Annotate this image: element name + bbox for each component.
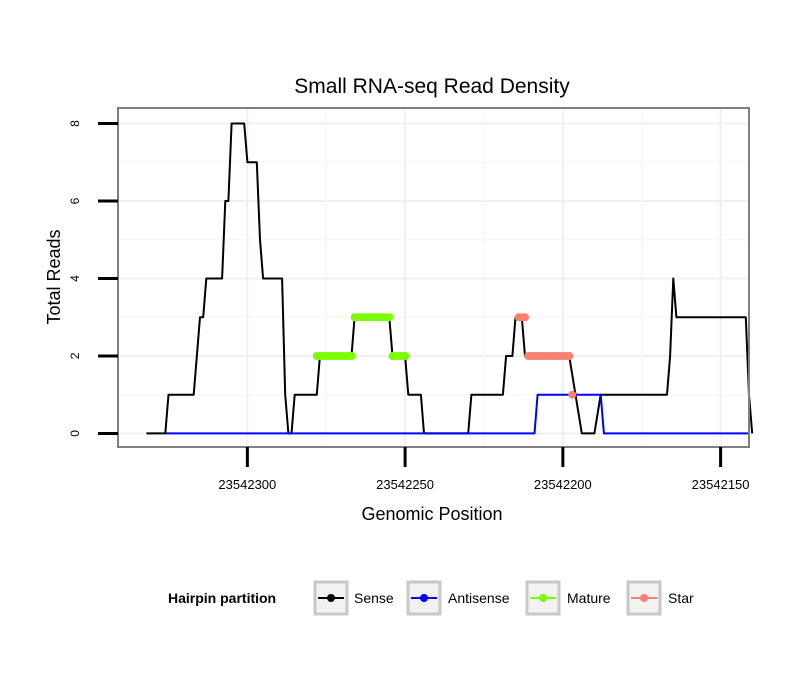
y-tick-label: 6 [68, 197, 82, 204]
axes: 0 2 4 6 8 23542300 23542250 23542200 23542150 [68, 120, 750, 492]
legend-key-star: Star [626, 580, 694, 616]
legend-key-point [420, 594, 428, 602]
y-tick-label: 4 [68, 275, 82, 282]
legend-key-antisense: Antisense [406, 580, 510, 616]
plot-series [146, 122, 754, 435]
x-tick-label: 23542150 [692, 477, 750, 492]
legend-label-sense: Sense [354, 590, 394, 606]
y-tick-label: 0 [68, 430, 82, 437]
point-star [521, 313, 529, 322]
point-mature [401, 352, 410, 360]
legend-key-point [539, 594, 547, 602]
legend-key-point [640, 594, 648, 602]
point-star [565, 352, 574, 360]
point-mature [347, 352, 356, 360]
legend-key-mature: Mature [525, 580, 611, 616]
chart-title: Small RNA-seq Read Density [294, 75, 570, 98]
legend-label-antisense: Antisense [448, 590, 510, 606]
legend-title: Hairpin partition [168, 590, 276, 606]
x-tick-label: 23542200 [534, 477, 592, 492]
legend-key-sense: Sense [313, 580, 394, 616]
x-axis-label: Genomic Position [361, 504, 502, 524]
legend: Hairpin partition Sense Antisense Mature… [168, 580, 694, 616]
point-star [568, 390, 577, 399]
y-axis-label: Total Reads [44, 229, 64, 324]
point-mature [385, 313, 394, 322]
y-tick-label: 2 [68, 352, 82, 359]
y-tick-label: 8 [68, 120, 82, 127]
legend-label-star: Star [668, 590, 694, 606]
legend-key-point [327, 594, 335, 602]
x-tick-label: 23542300 [218, 477, 276, 492]
legend-label-mature: Mature [567, 590, 611, 606]
series-line-antisense [165, 393, 749, 435]
x-tick-label: 23542250 [376, 477, 434, 492]
